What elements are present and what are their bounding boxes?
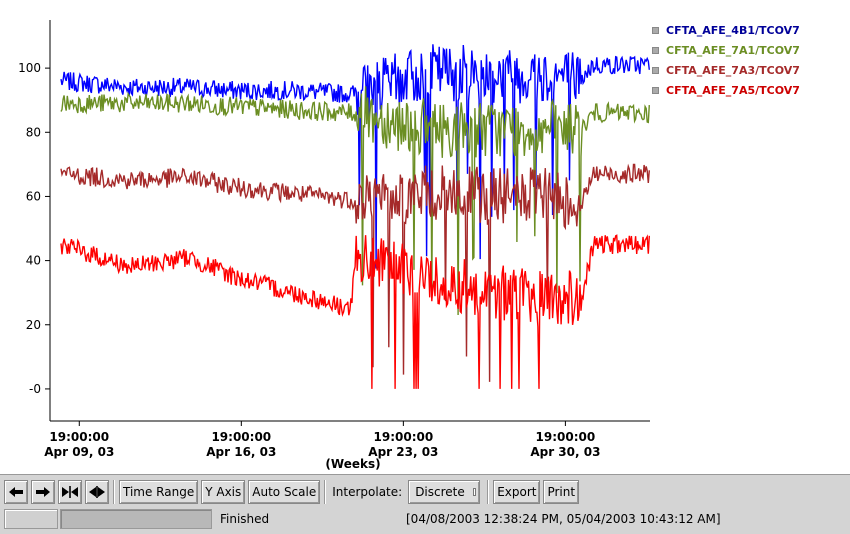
series-0 xyxy=(60,44,650,269)
x-tick-label-date: Apr 09, 03 xyxy=(44,445,114,459)
toolbar-separator xyxy=(324,480,327,504)
legend-marker-icon xyxy=(652,86,659,94)
status-text: Finished xyxy=(220,512,270,526)
series-line xyxy=(60,44,650,269)
export-button[interactable]: Export xyxy=(493,480,541,504)
interpolate-value: Discrete xyxy=(415,485,465,499)
toolbar-separator xyxy=(113,480,115,504)
interpolate-label: Interpolate: xyxy=(332,485,403,499)
legend-label: CFTA_AFE_4B1/TCOV7 xyxy=(666,23,800,37)
series-line xyxy=(60,163,650,382)
arrow-left-icon[interactable] xyxy=(4,480,28,504)
x-tick-label-time: 19:00:00 xyxy=(211,430,271,444)
series-2 xyxy=(60,163,650,382)
arrow-right-icon[interactable] xyxy=(31,480,55,504)
x-axis-label: (Weeks) xyxy=(325,457,380,471)
y-tick-label: 100 xyxy=(18,61,41,75)
interpolate-select[interactable]: Discrete xyxy=(408,480,481,504)
x-tick-label-date: Apr 23, 03 xyxy=(368,445,438,459)
legend-marker-icon xyxy=(652,46,659,54)
zoom-out-icon[interactable] xyxy=(85,480,109,504)
series-1 xyxy=(60,86,650,316)
y-axis-button[interactable]: Y Axis xyxy=(201,480,246,504)
option-menu-indicator-icon xyxy=(472,488,477,496)
toolbar: Time Range Y Axis Auto Scale Interpolate… xyxy=(0,474,850,534)
y-tick-label: -0 xyxy=(29,382,41,396)
x-tick-label-time: 19:00:00 xyxy=(536,430,596,444)
y-tick-label: 80 xyxy=(26,125,41,139)
legend-label: CFTA_AFE_7A1/TCOV7 xyxy=(666,43,800,57)
y-tick-label: 20 xyxy=(26,318,41,332)
print-button[interactable]: Print xyxy=(543,480,580,504)
legend: CFTA_AFE_4B1/TCOV7 CFTA_AFE_7A1/TCOV7 CFTA… xyxy=(652,20,800,100)
legend-marker-icon xyxy=(652,26,659,34)
series-3 xyxy=(60,234,650,389)
legend-item: CFTA_AFE_7A1/TCOV7 xyxy=(652,40,800,60)
x-tick-label-time: 19:00:00 xyxy=(49,430,109,444)
status-bar: Finished [04/08/2003 12:38:24 PM, 05/04/… xyxy=(4,508,846,530)
series-line xyxy=(60,234,650,389)
auto-scale-button[interactable]: Auto Scale xyxy=(248,480,321,504)
time-range-text: [04/08/2003 12:38:24 PM, 05/04/2003 10:4… xyxy=(406,512,721,526)
legend-label: CFTA_AFE_7A3/TCOV7 xyxy=(666,63,800,77)
x-tick-label-date: Apr 30, 03 xyxy=(530,445,600,459)
toolbar-separator xyxy=(487,480,490,504)
chart-area: -0 20 40 60 80 100 19:00:00 Apr 09, 03 19:00:00 A… xyxy=(18,20,800,471)
progress-bar xyxy=(60,509,212,529)
y-tick-label: 40 xyxy=(26,254,41,268)
x-tick-label-date: Apr 16, 03 xyxy=(206,445,276,459)
zoom-in-icon[interactable] xyxy=(58,480,82,504)
status-indicator xyxy=(4,509,58,529)
legend-item: CFTA_AFE_7A5/TCOV7 xyxy=(652,80,800,100)
series-line xyxy=(60,86,650,316)
y-tick-label: 60 xyxy=(26,189,41,203)
toolbar-row: Time Range Y Axis Auto Scale Interpolate… xyxy=(4,479,582,505)
legend-label: CFTA_AFE_7A5/TCOV7 xyxy=(666,83,800,97)
x-tick-label-time: 19:00:00 xyxy=(374,430,434,444)
legend-item: CFTA_AFE_7A3/TCOV7 xyxy=(652,60,800,80)
legend-item: CFTA_AFE_4B1/TCOV7 xyxy=(652,20,800,40)
legend-marker-icon xyxy=(652,66,659,74)
time-range-button[interactable]: Time Range xyxy=(119,480,199,504)
